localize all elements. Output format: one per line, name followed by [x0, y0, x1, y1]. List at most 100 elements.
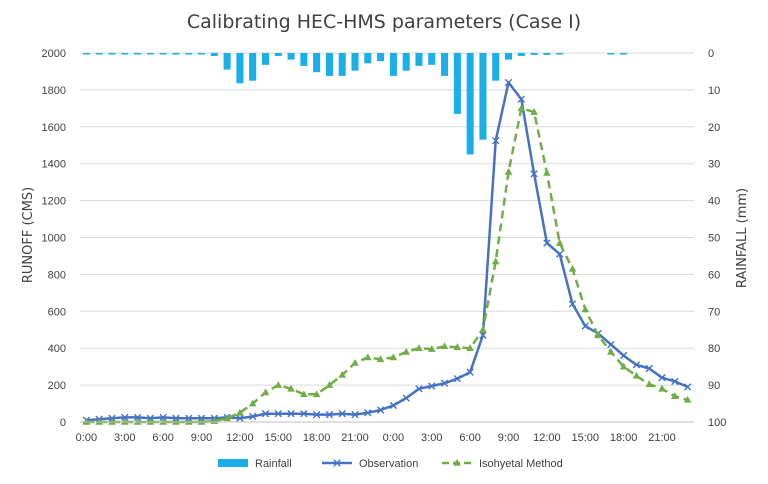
y-left-tick-label: 800 — [48, 269, 66, 281]
isohyetal-point — [671, 392, 679, 399]
observation-point — [236, 414, 244, 423]
legend-label: Observation — [359, 458, 418, 470]
observation-point — [402, 394, 410, 402]
rainfall-bar — [415, 53, 423, 66]
y-right-tick-label: 0 — [708, 48, 714, 60]
chart-title: Calibrating HEC-HMS parameters (Case Ⅰ) — [187, 11, 581, 33]
observation-point — [287, 410, 295, 418]
y-right-tick-label: 40 — [708, 196, 720, 208]
observation-point — [543, 239, 551, 247]
rainfall-bar — [377, 53, 385, 62]
observation-point — [364, 409, 372, 417]
isohyetal-point — [466, 344, 474, 351]
observation-point — [159, 413, 167, 422]
observation-point — [325, 410, 334, 419]
y-right-tick-label: 50 — [708, 233, 720, 245]
y-left-tick-label: 400 — [48, 343, 66, 355]
observation-point — [632, 361, 641, 369]
isohyetal-point — [133, 418, 142, 425]
rainfall-bar — [210, 53, 218, 56]
rainfall-bar — [620, 53, 628, 55]
x-tick-label: 21:00 — [648, 432, 676, 444]
observation-point — [671, 377, 679, 386]
y-left-tick-label: 1000 — [42, 233, 66, 245]
isohyetal-point — [338, 370, 347, 378]
y-right-tick-label: 20 — [708, 122, 720, 134]
observation-point — [492, 136, 500, 145]
rainfall-bar — [543, 53, 551, 55]
x-tick-label: 9:00 — [191, 432, 212, 444]
isohyetal-point — [568, 264, 577, 272]
x-tick-label: 21:00 — [341, 432, 369, 444]
rainfall-bar — [492, 53, 500, 81]
rainfall-bars — [82, 53, 628, 155]
isohyetal-point — [300, 390, 308, 398]
y-axis-right-title: RAINFALL (mm) — [735, 188, 750, 288]
rainfall-bar — [313, 53, 321, 73]
y-right-tick-label: 90 — [708, 380, 720, 392]
isohyetal-point — [389, 353, 398, 361]
x-tick-label: 12:00 — [226, 432, 254, 444]
rainfall-bar — [530, 53, 538, 55]
rainfall-bar — [108, 53, 116, 55]
x-tick-label: 6:00 — [152, 432, 173, 444]
rainfall-bar — [287, 53, 295, 60]
isohyetal-point — [517, 104, 526, 112]
y-right-tick-label: 100 — [708, 417, 726, 429]
observation-point — [312, 410, 321, 419]
y-left-tick-label: 2000 — [42, 48, 66, 60]
rainfall-bar — [82, 53, 90, 55]
y-left-tick-label: 600 — [48, 306, 66, 318]
observation-point — [530, 170, 538, 178]
legend: Rainfall Observation Isohyetal Method — [218, 458, 563, 470]
rainfall-bar — [364, 53, 372, 64]
y-left-tick-label: 1200 — [42, 196, 66, 208]
rainfall-bar — [300, 53, 308, 66]
isohyetal-point — [581, 305, 590, 313]
observation-point — [248, 412, 257, 421]
rainfall-bar — [479, 53, 487, 140]
isohyetal-point — [287, 384, 295, 392]
rainfall-bar — [236, 53, 244, 84]
y-left-tick-label: 1600 — [42, 122, 66, 134]
observation-point — [428, 382, 436, 390]
isohyetal-point — [312, 390, 321, 398]
rainfall-bar — [274, 53, 282, 56]
x-tick-label: 0:00 — [76, 432, 97, 444]
isohyetal-point — [683, 395, 692, 403]
runoff-lines — [82, 78, 692, 425]
y-right-tick-label: 30 — [708, 159, 720, 171]
isohyetal-point — [440, 342, 449, 350]
rainfall-bar — [325, 53, 333, 76]
y-right-tick-label: 70 — [708, 306, 720, 318]
gridlines — [80, 52, 694, 386]
rainfall-bar — [185, 53, 193, 55]
y-left-tick-label: 1400 — [42, 159, 66, 171]
legend-swatch-rainfall — [218, 459, 248, 467]
isohyetal-point — [223, 414, 231, 422]
observation-point — [619, 351, 628, 360]
isohyetal-point — [607, 347, 615, 355]
rainfall-bar — [556, 53, 564, 55]
observation-point — [351, 410, 359, 419]
rainfall-bar — [441, 53, 449, 76]
y-axis-left-title: RUNOFF (CMS) — [21, 187, 36, 283]
isohyetal-point — [479, 325, 487, 333]
observation-point — [415, 385, 423, 393]
x-tick-label: 15:00 — [265, 432, 293, 444]
y-left-tick-label: 200 — [48, 380, 66, 392]
rainfall-bar — [146, 53, 154, 55]
rainfall-bar — [159, 53, 167, 55]
isohyetal-point — [146, 418, 155, 425]
rainfall-bar — [453, 53, 461, 114]
isohyetal-point — [159, 418, 167, 425]
y-left-tick-label: 1800 — [42, 85, 66, 97]
rainfall-bar — [95, 53, 103, 55]
observation-line — [86, 81, 689, 422]
legend-marker-triangle — [453, 459, 461, 466]
observation-point — [568, 300, 577, 308]
isohyetal-point — [274, 381, 283, 388]
observation-point — [645, 364, 653, 373]
